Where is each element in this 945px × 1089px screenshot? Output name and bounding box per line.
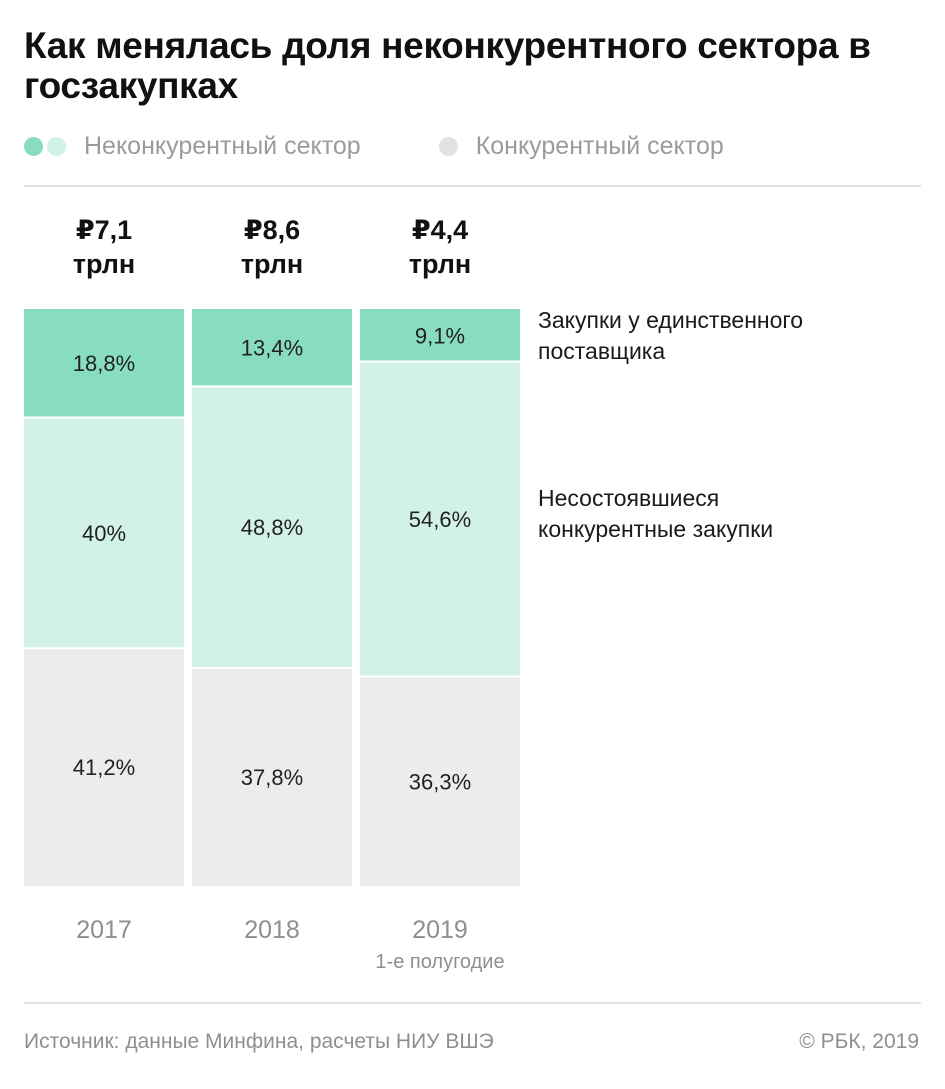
total-label-2017-unit: трлн (73, 249, 136, 279)
legend-dot-single-supplier-icon (24, 136, 43, 156)
category-label-2018: 2018 (244, 916, 300, 944)
legend-dot-competitive-icon (438, 136, 458, 156)
segment-label-2017-2: 40% (82, 521, 126, 546)
segment-label-2018-2: 48,8% (241, 515, 303, 540)
segment-label-2019-1: 9,1% (415, 323, 465, 348)
source-note: Источник: данные Минфина, расчеты НИУ ВШ… (24, 1030, 494, 1053)
segment-label-2017-3: 41,2% (73, 755, 135, 780)
stacked-bar-chart: 18,8% 40% 41,2% ₽7,1 трлн 2017 13,4% 48,8% 37,8%… (24, 215, 803, 973)
bar-segment-2018-1 (192, 309, 352, 387)
annotation-1-line-2: поставщика (538, 338, 665, 364)
bar-segment-2018-2 (192, 386, 352, 668)
legend-item-competitive: Конкурентный сектор (438, 131, 724, 161)
legend-dot-failed-competitive-icon (47, 136, 66, 156)
segment-label-2018-3: 37,8% (241, 765, 303, 790)
top-divider (24, 185, 921, 187)
bar-segment-2017-2 (24, 417, 184, 649)
bar-segment-2017-1 (24, 309, 184, 418)
bar-segment-2018-3 (192, 667, 352, 886)
total-label-2018-value: ₽8,6 (244, 215, 300, 245)
segment-label-2019-3: 36,3% (409, 769, 471, 794)
category-label-2019: 2019 (412, 916, 468, 944)
segment-label-2018-1: 13,4% (241, 336, 303, 361)
legend-item-noncompetitive: Неконкурентный сектор (24, 132, 361, 161)
total-label-2017-value: ₽7,1 (76, 215, 132, 245)
bar-segment-2019-3 (360, 676, 520, 886)
segment-label-2019-2: 54,6% (409, 507, 471, 532)
copyright: © РБК, 2019 (799, 1030, 919, 1053)
annotation-2-line-1: Несостоявшиеся (538, 485, 719, 511)
annotation-2-line-2: конкурентные закупки (538, 516, 773, 542)
total-label-2018-unit: трлн (241, 249, 304, 279)
annotation-1-line-1: Закупки у единственного (538, 307, 803, 333)
category-note-2019: 1-е полугодие (375, 951, 504, 973)
chart-title: Как менялась доля неконкурентного сектор… (24, 25, 871, 106)
bar-segment-2017-3 (24, 648, 184, 886)
total-label-2019-unit: трлн (409, 249, 472, 279)
segment-label-2017-1: 18,8% (73, 351, 135, 376)
total-label-2019-value: ₽4,4 (412, 215, 468, 245)
category-label-2017: 2017 (76, 916, 132, 944)
bar-segment-2019-1 (360, 309, 520, 362)
bottom-divider (24, 1002, 921, 1004)
legend-label-competitive: Конкурентный сектор (475, 131, 724, 160)
legend: Неконкурентный сектор Конкурентный секто… (24, 130, 802, 162)
bar-segment-2019-2 (360, 361, 520, 677)
legend-label-noncompetitive: Неконкурентный сектор (84, 131, 361, 160)
